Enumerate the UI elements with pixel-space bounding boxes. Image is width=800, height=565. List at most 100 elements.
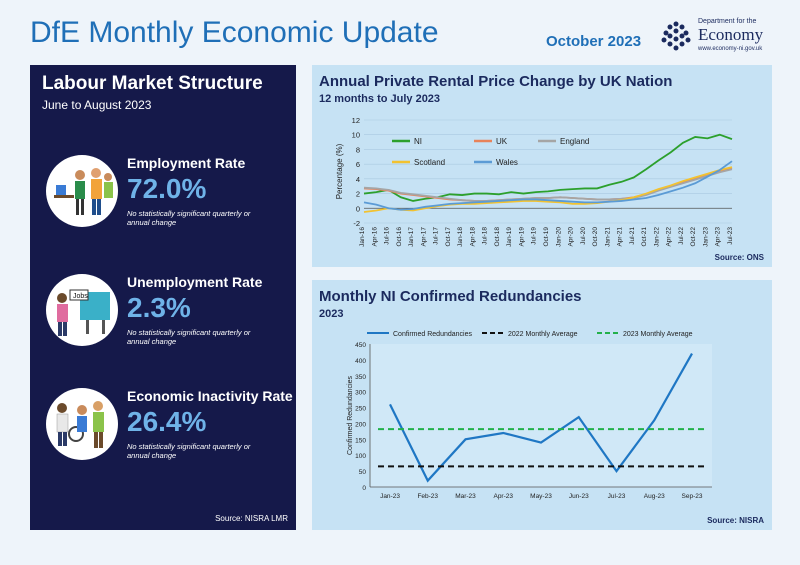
legend-label-2023-monthly-average: 2023 Monthly Average	[623, 331, 693, 338]
x-tick-label: Jul-23	[727, 227, 734, 245]
x-tick-label: Feb-23	[417, 493, 438, 500]
x-tick-label: Jan-22	[653, 227, 660, 247]
y-tick-label: 8	[356, 145, 360, 154]
y-tick-label: 0	[362, 485, 366, 492]
x-tick-label: Apr-23	[715, 227, 722, 247]
x-tick-label: Aug-23	[644, 493, 665, 500]
x-tick-label: Oct-22	[690, 227, 697, 247]
y-tick-label: 2	[356, 190, 360, 199]
employment-rate-label: Employment Rate	[127, 155, 246, 171]
x-tick-label: Apr-22	[666, 227, 673, 247]
legend-label-scotland: Scotland	[414, 158, 445, 167]
y-tick-label: 400	[355, 358, 366, 365]
x-tick-label: Jul-21	[629, 227, 636, 245]
inactivity-rate-value: 26.4%	[127, 406, 207, 437]
x-tick-label: Apr-16	[371, 227, 378, 247]
x-tick-label: Jul-20	[580, 227, 587, 245]
x-tick-label: May-23	[530, 493, 552, 500]
series-line-england	[363, 168, 733, 202]
y-tick-label: 4	[356, 175, 360, 184]
y-tick-label: 150	[355, 437, 366, 444]
redundancies-source: Source: NISRA	[707, 516, 764, 525]
x-tick-label: Apr-23	[493, 493, 513, 500]
x-tick-label: Jul-18	[482, 227, 489, 245]
y-tick-label: 50	[359, 469, 367, 476]
x-tick-label: Apr-17	[420, 227, 427, 247]
x-tick-label: Jan-21	[604, 227, 611, 247]
employment-rate-note: No statistically significant quarterly o…	[127, 209, 251, 227]
x-tick-label: Jan-17	[408, 227, 415, 247]
legend-label-england: England	[560, 137, 589, 146]
page-title: DfE Monthly Economic Update	[30, 16, 439, 49]
x-tick-label: Apr-19	[518, 227, 525, 247]
y-tick-label: 0	[356, 204, 360, 213]
rental-source: Source: ONS	[714, 253, 764, 262]
y-tick-label: 350	[355, 374, 366, 381]
rental-chart: -2 0 2 4 6 8 10 12 Jan-16 Apr-16 Jul-16 Oct-16 Jan-1…	[335, 116, 734, 247]
logo-caption: Department for the	[698, 18, 757, 25]
redundancies-chart: 0 50 100 150 200 250 300 350 400 450 Jan-23 Feb-23 M…	[347, 331, 712, 500]
series-line-wales	[363, 160, 733, 211]
rental-chart-title: Annual Private Rental Price Change by UK…	[319, 73, 673, 90]
labour-panel-title: Labour Market Structure	[42, 73, 263, 94]
x-tick-label: Jul-16	[384, 227, 391, 245]
x-tick-label: Jan-20	[555, 227, 562, 247]
y-tick-label: 200	[355, 421, 366, 428]
x-tick-label: Jul-19	[531, 227, 538, 245]
x-tick-label: Oct-17	[445, 227, 452, 247]
workers-icon	[46, 155, 118, 227]
unemployment-rate-value: 2.3%	[127, 292, 191, 323]
x-tick-label: Oct-20	[592, 227, 599, 247]
rental-chart-subtitle: 12 months to July 2023	[319, 93, 441, 105]
y-axis-title: Confirmed Redundancies	[347, 376, 354, 455]
legend-label-ni: NI	[414, 137, 422, 146]
job-board-icon: Jobs	[46, 274, 118, 346]
redundancies-chart-subtitle: 2023	[319, 308, 344, 320]
y-axis-title: Percentage (%)	[335, 143, 344, 199]
series-line-scotland	[363, 166, 733, 213]
x-tick-label: Jan-23	[380, 493, 400, 500]
inactivity-rate-label: Economic Inactivity Rate	[127, 388, 293, 404]
report-date: October 2023	[546, 33, 642, 50]
x-tick-label: Sep-23	[682, 493, 703, 500]
x-tick-label: Oct-19	[543, 227, 550, 247]
job-board-text: Jobs	[73, 293, 88, 300]
labour-market-panel: Labour Market Structure June to August 2…	[30, 65, 296, 530]
y-tick-label: 100	[355, 453, 366, 460]
unemployment-rate-label: Unemployment Rate	[127, 274, 263, 290]
x-tick-label: Jun-23	[569, 493, 589, 500]
x-tick-label: Jul-22	[678, 227, 685, 245]
y-tick-label: 6	[356, 160, 360, 169]
x-tick-label: Apr-20	[568, 227, 575, 247]
logo-url: www.economy-ni.gov.uk	[698, 46, 763, 52]
labour-panel-subtitle: June to August 2023	[42, 98, 152, 112]
department-logo: Department for the Economy www.economy-n…	[660, 16, 770, 56]
x-tick-label: Jan-18	[457, 227, 464, 247]
unemployment-stat: Jobs Unemployment Rate 2.3% No statistic…	[30, 270, 296, 365]
x-tick-label: Jan-19	[506, 227, 513, 247]
y-tick-label: 300	[355, 390, 366, 397]
employment-stat: Employment Rate 72.0% No statistically s…	[30, 151, 296, 246]
logo-emblem-icon	[661, 21, 691, 51]
y-tick-label: 12	[352, 116, 360, 125]
x-tick-label: Jan-23	[702, 227, 709, 247]
legend-label-confirmed-redundancies: Confirmed Redundancies	[393, 331, 472, 338]
employment-rate-value: 72.0%	[127, 173, 207, 204]
inactivity-rate-note: No statistically significant quarterly o…	[127, 442, 251, 460]
x-tick-label: Oct-21	[641, 227, 648, 247]
inactive-people-icon	[46, 388, 118, 460]
x-tick-label: Apr-18	[469, 227, 476, 247]
x-tick-label: Apr-21	[617, 227, 624, 247]
unemployment-rate-note: No statistically significant quarterly o…	[127, 328, 251, 346]
x-tick-label: Oct-18	[494, 227, 501, 247]
y-tick-label: -2	[353, 219, 360, 228]
labour-source: Source: NISRA LMR	[215, 514, 288, 523]
x-tick-label: Jul-23	[608, 493, 626, 500]
legend-label-2022-monthly-average: 2022 Monthly Average	[508, 331, 578, 338]
legend-label-uk: UK	[496, 137, 508, 146]
inactivity-stat: Economic Inactivity Rate 26.4% No statis…	[30, 384, 296, 479]
y-tick-label: 250	[355, 406, 366, 413]
x-tick-label: Jan-16	[359, 227, 366, 247]
y-tick-label: 450	[355, 342, 366, 349]
legend-label-wales: Wales	[496, 158, 518, 167]
